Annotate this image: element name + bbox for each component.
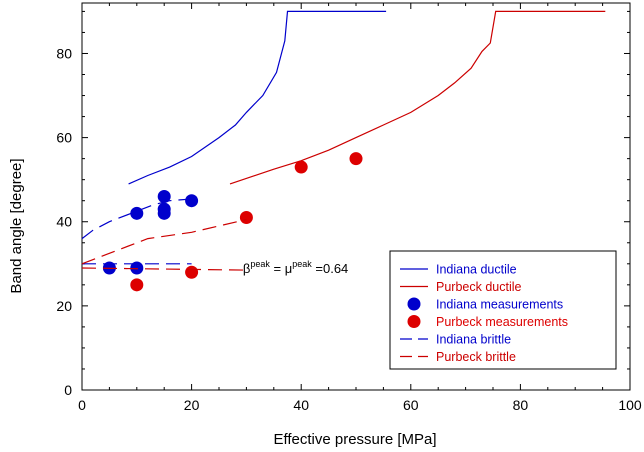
x-axis-title: Effective pressure [MPa] bbox=[273, 431, 436, 448]
purbeck-measurements-point bbox=[239, 211, 253, 225]
purbeck-brittle-line bbox=[81, 219, 247, 265]
annotation-mu: μ bbox=[285, 261, 293, 276]
legend-label-indiana-ductile: Indiana ductile bbox=[436, 263, 517, 277]
indiana-measurements-point bbox=[157, 190, 171, 203]
indiana-measurements-point bbox=[130, 206, 144, 220]
annotation-beta: β bbox=[243, 261, 250, 276]
x-tick-label: 100 bbox=[618, 397, 642, 413]
purbeck-measurements-point bbox=[349, 152, 363, 166]
x-tick-label: 0 bbox=[78, 397, 86, 413]
purbeck-measurements-point bbox=[130, 278, 144, 292]
purbeck-measurements-point bbox=[294, 160, 308, 174]
y-tick-label: 40 bbox=[56, 214, 72, 230]
indiana-ductile-line bbox=[128, 10, 387, 185]
legend-label-indiana-brittle: Indiana brittle bbox=[436, 333, 511, 347]
indiana-brittle-line bbox=[81, 198, 198, 240]
beta-mu-annotation: βpeak = μpeak =0.64 bbox=[243, 259, 348, 276]
y-tick-label: 0 bbox=[64, 382, 72, 398]
purbeck-ductile-line bbox=[229, 10, 606, 185]
annotation-beta-superscript: peak bbox=[250, 259, 270, 269]
legend-label-purbeck-ductile: Purbeck ductile bbox=[436, 280, 522, 294]
legend-swatch-purbeck-measurements bbox=[407, 315, 421, 328]
series-layer bbox=[81, 10, 606, 292]
annotation-equals: = bbox=[270, 261, 285, 276]
legend-label-indiana-measurements: Indiana measurements bbox=[436, 298, 563, 312]
legend-swatch-indiana-measurements bbox=[407, 297, 421, 311]
legend-box bbox=[389, 250, 617, 370]
indiana-measurements-point bbox=[130, 261, 144, 275]
annotation-layer: βpeak = μpeak =0.64 bbox=[243, 259, 348, 276]
purbeck-brittle-line bbox=[81, 267, 247, 271]
tick-labels: 0 20 40 60 80 100 0 20 40 60 80 bbox=[56, 45, 641, 413]
y-tick-label: 60 bbox=[56, 130, 72, 146]
indiana-measurements-point bbox=[157, 202, 171, 216]
x-tick-label: 60 bbox=[403, 397, 419, 413]
x-tick-label: 20 bbox=[184, 397, 200, 413]
annotation-value: =0.64 bbox=[312, 261, 349, 276]
x-tick-label: 40 bbox=[293, 397, 309, 413]
legend: Indiana ductile Purbeck ductile Indiana me… bbox=[389, 250, 617, 370]
y-tick-label: 80 bbox=[56, 45, 72, 61]
y-axis-title: Band angle [degree] bbox=[8, 158, 25, 293]
x-tick-label: 80 bbox=[513, 397, 529, 413]
legend-label-purbeck-measurements: Purbeck measurements bbox=[436, 315, 568, 329]
indiana-measurements-point bbox=[185, 194, 199, 208]
axis-ticks bbox=[81, 3, 631, 391]
purbeck-measurements-point bbox=[185, 265, 199, 279]
y-tick-label: 20 bbox=[56, 298, 72, 314]
legend-label-purbeck-brittle: Purbeck brittle bbox=[436, 350, 516, 364]
annotation-mu-superscript: peak bbox=[292, 259, 312, 269]
